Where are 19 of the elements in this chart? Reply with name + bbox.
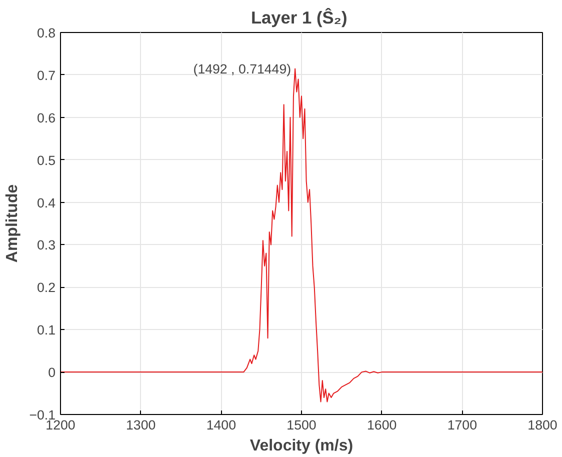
- y-tick-label: 0.5: [36, 152, 56, 168]
- x-tick-label: 1400: [206, 418, 236, 432]
- y-tick-label: 0: [48, 365, 56, 380]
- y-tick-label: 0.1: [36, 322, 56, 338]
- y-tick-label: 0.7: [36, 68, 56, 83]
- x-tick-label: 1500: [286, 418, 316, 432]
- y-axis-title: Amplitude: [4, 184, 22, 263]
- y-tick-label: 0.2: [36, 280, 56, 296]
- y-tick-label: 0.6: [36, 110, 56, 126]
- y-tick-label: 0.8: [36, 26, 56, 40]
- y-tick-label: 0.4: [36, 195, 56, 210]
- x-tick-label: 1300: [126, 418, 156, 432]
- annotation: (1492 , 0.71449): [193, 61, 292, 76]
- x-tick-label: 1600: [367, 418, 397, 432]
- y-tick-label: 0.3: [36, 238, 56, 253]
- x-axis-title: Velocity (m/s): [250, 438, 354, 454]
- x-tick-label: 1800: [528, 418, 558, 432]
- x-tick-label: 1700: [447, 418, 477, 432]
- chart-title: Layer 1 (Ŝ₂): [250, 8, 348, 28]
